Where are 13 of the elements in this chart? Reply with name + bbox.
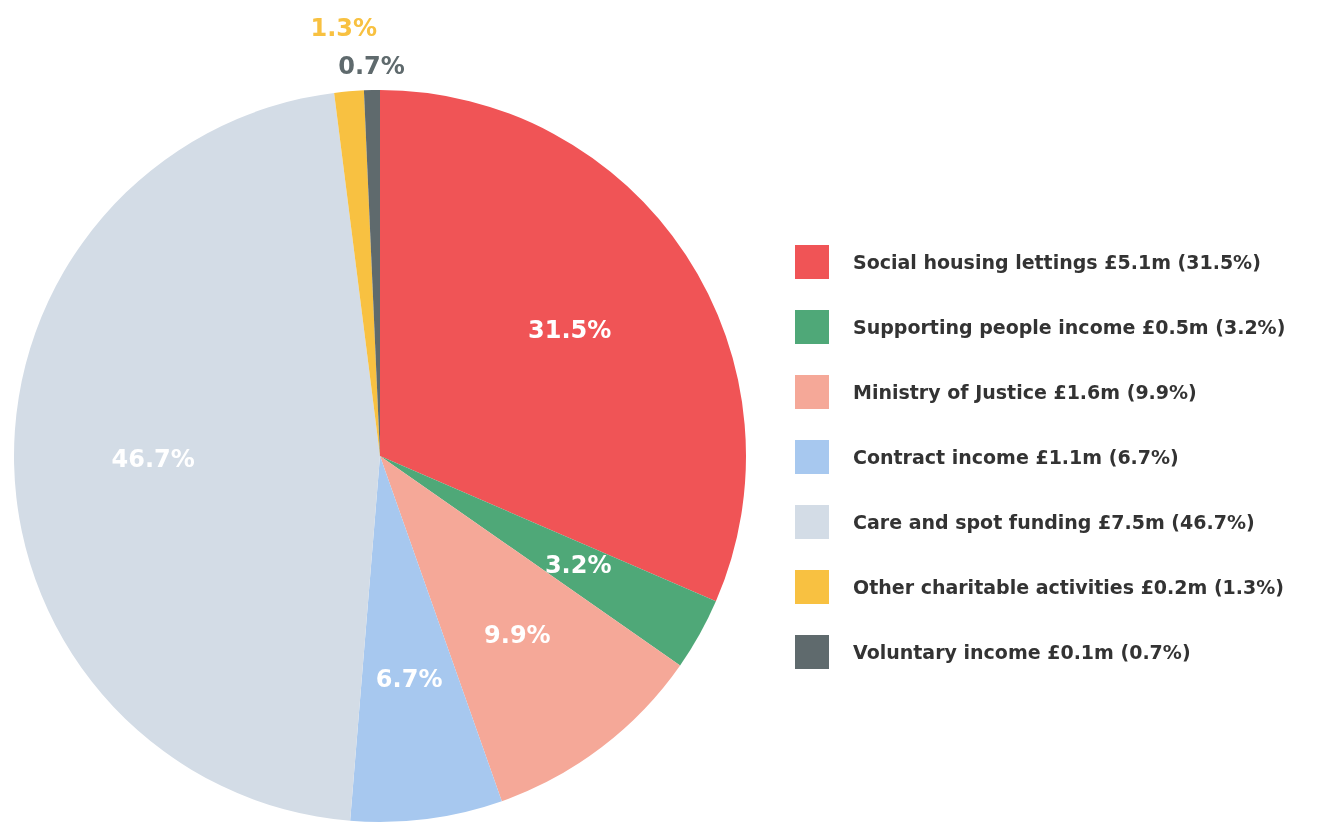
data-label: 9.9% bbox=[484, 620, 551, 649]
data-label: 6.7% bbox=[375, 665, 443, 694]
data-label: 31.5% bbox=[528, 315, 612, 344]
data-label: 1.3% bbox=[310, 13, 378, 42]
legend-label: Supporting people income £0.5m (3.2%) bbox=[853, 315, 1286, 338]
legend-label: Ministry of Justice £1.6m (9.9%) bbox=[853, 380, 1197, 403]
legend-label: Care and spot funding £7.5m (46.7%) bbox=[853, 510, 1255, 533]
legend-label: Other charitable activities £0.2m (1.3%) bbox=[853, 575, 1284, 598]
legend-label: Voluntary income £0.1m (0.7%) bbox=[853, 640, 1191, 663]
legend-label: Contract income £1.1m (6.7%) bbox=[853, 445, 1179, 468]
data-label: 0.7% bbox=[338, 52, 405, 81]
legend-label: Social housing lettings £5.1m (31.5%) bbox=[853, 250, 1261, 273]
data-label: 3.2% bbox=[544, 550, 612, 579]
